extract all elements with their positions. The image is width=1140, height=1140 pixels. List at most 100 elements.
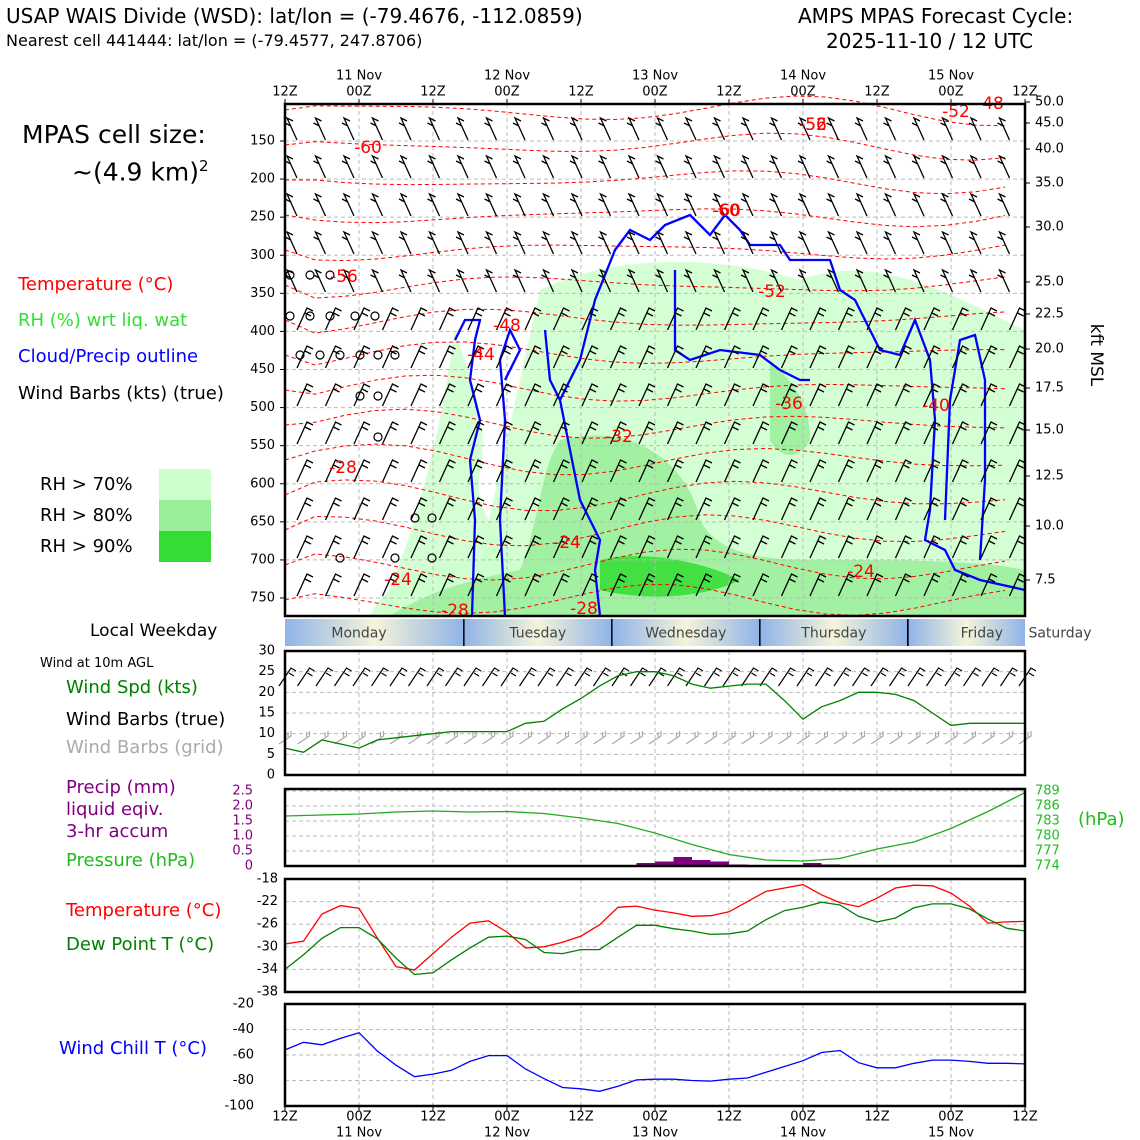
legend-rh70-swatch xyxy=(159,469,211,500)
wind-barb xyxy=(940,268,954,293)
surface-wind-barb-grid xyxy=(297,731,311,745)
wind-barb xyxy=(752,497,770,521)
temperature-contour-label: -48 xyxy=(493,316,521,336)
wind-barb xyxy=(638,307,656,331)
wind-barb xyxy=(883,154,897,179)
pressure-unit-label: (hPa) xyxy=(1078,809,1125,830)
wind-barb xyxy=(723,345,741,369)
wind-barb xyxy=(495,497,513,521)
wind-barb xyxy=(370,192,384,217)
wind-barb xyxy=(837,497,855,521)
wind-barb xyxy=(769,268,783,293)
temperature-contour xyxy=(284,95,1006,127)
temperature-contour xyxy=(285,170,1006,195)
temperature-contour-label: -28 xyxy=(329,458,357,478)
wind-barb xyxy=(427,116,441,141)
surface-wind-barb-true xyxy=(315,667,334,687)
wind-barb xyxy=(740,192,754,217)
wind-barb xyxy=(752,573,770,597)
surface-wind-barb-true xyxy=(1018,667,1037,687)
surface-wind-barb-true xyxy=(870,667,889,687)
wind-barb xyxy=(467,535,485,559)
wind-barb xyxy=(923,383,941,407)
temperature-contour-label: -56 xyxy=(799,115,827,135)
wind-barb xyxy=(951,535,969,559)
windchill-label: Wind Chill T (°C) xyxy=(59,1038,207,1059)
wind-barb xyxy=(883,192,897,217)
surface-wind-barb-true xyxy=(426,667,445,687)
forecast-cycle-label: AMPS MPAS Forecast Cycle: xyxy=(798,4,1074,28)
cross-section-panel xyxy=(284,95,1026,617)
wind-barb xyxy=(1008,421,1026,445)
wind-barb xyxy=(797,230,811,255)
wind-barb xyxy=(695,535,713,559)
wind-barb xyxy=(552,345,570,369)
weekday-band xyxy=(463,619,612,646)
wind-barb xyxy=(1008,383,1026,407)
surface-wind-barb-true xyxy=(796,667,815,687)
surface-wind-barb-grid xyxy=(593,731,607,745)
surface-wind-barb-true xyxy=(722,667,741,687)
bottom-date-tick-label: 13 Nov xyxy=(632,1126,678,1140)
surface-wind-barb-grid xyxy=(278,731,292,745)
wind-barb xyxy=(438,573,456,597)
temperature-contour xyxy=(284,276,1006,299)
wind-barb xyxy=(353,459,371,483)
wind-barb xyxy=(740,230,754,255)
wind-barb xyxy=(740,154,754,179)
wind-barbs-true-label: Wind Barbs (true) xyxy=(66,709,226,730)
bottom-hour-tick-label: 00Z xyxy=(642,1110,668,1125)
wind-barb xyxy=(569,268,583,293)
wind-barb xyxy=(666,345,684,369)
calm-wind-circle xyxy=(390,553,400,563)
wind-speed-tick-label: 25 xyxy=(258,664,275,679)
temperature-contour-label: -60 xyxy=(713,201,741,221)
wind-barb xyxy=(410,459,428,483)
wind-barb xyxy=(894,383,912,407)
weekday-band xyxy=(907,619,1025,646)
wind-barb xyxy=(780,383,798,407)
precip-tick-label: 2.0 xyxy=(232,799,253,814)
wind-barb xyxy=(438,345,456,369)
altitude-axis-label: kft MSL xyxy=(1086,324,1106,387)
pressure-tick-label: 777 xyxy=(1035,844,1060,859)
wind-barb xyxy=(723,497,741,521)
wind-barb xyxy=(313,154,327,179)
wind-barb xyxy=(826,192,840,217)
bottom-hour-tick-label: 12Z xyxy=(716,1110,742,1125)
wind-height-label: Wind at 10m AGL xyxy=(40,656,154,671)
surface-wind-barb-true xyxy=(278,667,297,687)
wind-speed-tick-label: 15 xyxy=(258,706,275,721)
temperature-panel xyxy=(284,878,1026,993)
wind-barb xyxy=(467,345,485,369)
wind-barb xyxy=(552,383,570,407)
wind-barb xyxy=(911,154,925,179)
wind-barb xyxy=(353,345,371,369)
wind-barb xyxy=(541,268,555,293)
wind-barb xyxy=(626,192,640,217)
wind-barb xyxy=(968,116,982,141)
precip-bar xyxy=(692,860,711,866)
wind-barb xyxy=(581,535,599,559)
wind-barb xyxy=(495,459,513,483)
wind-barb xyxy=(524,307,542,331)
wind-barb xyxy=(609,497,627,521)
surface-wind-barb-true xyxy=(630,667,648,687)
surface-wind-barb-grid xyxy=(556,731,570,745)
wind-barb xyxy=(980,421,998,445)
wind-barb xyxy=(552,497,570,521)
pressure-tick-label: 780 xyxy=(1035,829,1060,844)
cell-size-label: MPAS cell size: xyxy=(22,120,206,149)
wind-barb xyxy=(666,383,684,407)
wind-barb xyxy=(951,383,969,407)
weekday-label: Saturday xyxy=(1028,626,1091,642)
surface-wind-barb-grid xyxy=(1018,731,1032,745)
wind-barb xyxy=(797,154,811,179)
temperature-contour-label: -28 xyxy=(570,599,598,619)
wind-barb xyxy=(512,116,526,141)
wind-barb xyxy=(683,192,697,217)
altitude-tick-label: 25.0 xyxy=(1035,275,1064,290)
wind-barb xyxy=(826,154,840,179)
surface-wind-barb-grid xyxy=(667,731,681,745)
precip-bar xyxy=(803,863,822,866)
